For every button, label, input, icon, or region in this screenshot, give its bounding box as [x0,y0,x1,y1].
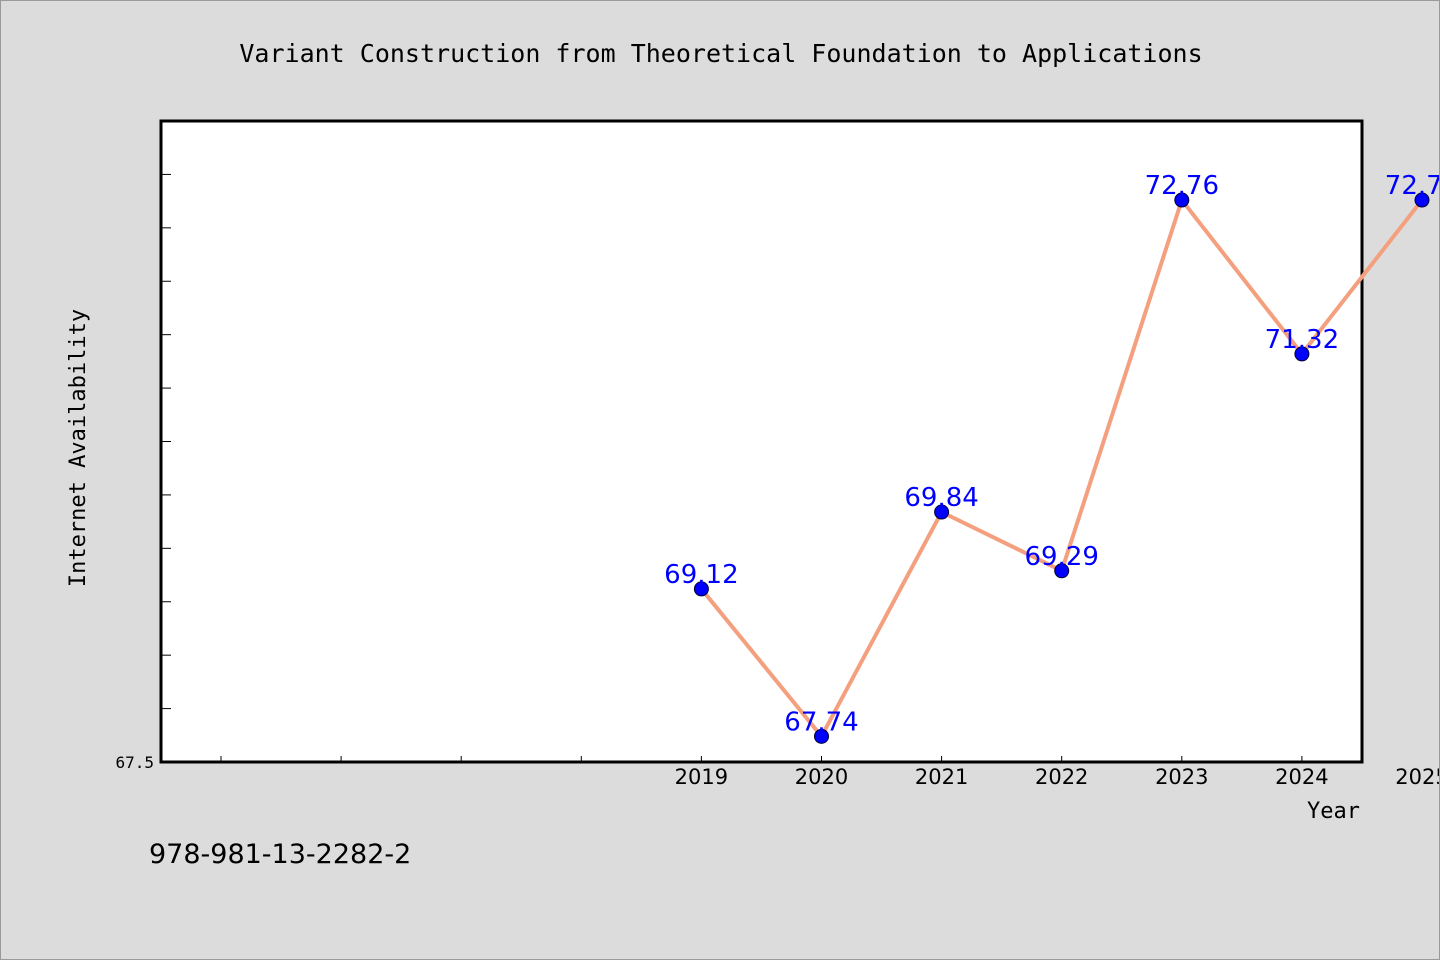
data-markers [693,192,1430,744]
plot-area [159,119,1364,764]
y-axis-ticks [161,120,171,763]
data-label: 69.29 [1024,542,1098,572]
data-point [1294,346,1310,362]
data-point [1414,192,1430,208]
x-tick-label: 2025 [1395,765,1439,789]
data-point [1174,192,1190,208]
data-label: 69.84 [904,483,978,513]
data-label: 69.12 [664,560,738,590]
data-point [934,504,950,520]
data-point [1054,563,1070,579]
x-axis-label: Year [1307,799,1360,824]
data-labels: 69.12 67.74 69.84 69.29 72.76 71.32 72.76 [664,171,1439,737]
data-label: 72.76 [1385,171,1439,201]
x-tick-label: 2022 [1035,765,1088,789]
data-label: 72.76 [1145,171,1219,201]
data-label: 71.32 [1265,325,1339,355]
x-axis-tick-labels: 2019 2020 2021 2022 2023 2024 2025 [675,765,1439,789]
isbn-code: 978-981-13-2282-2 [149,839,411,870]
x-axis-minor-ticks [220,756,1303,762]
data-point [814,728,829,744]
data-point [693,581,709,597]
y-tick-label: 67.5 [115,753,154,772]
x-tick-label: 2024 [1275,765,1328,789]
x-tick-label: 2023 [1155,765,1208,789]
x-tick-label: 2019 [675,765,728,789]
y-axis-tick-labels: 67.5 [115,753,154,772]
x-tick-label: 2020 [795,765,848,789]
x-tick-label: 2021 [915,765,968,789]
data-label: 67.74 [784,707,858,737]
chart-title: Variant Construction from Theoretical Fo… [239,39,1202,68]
y-axis-label: Internet Availability [66,309,91,587]
